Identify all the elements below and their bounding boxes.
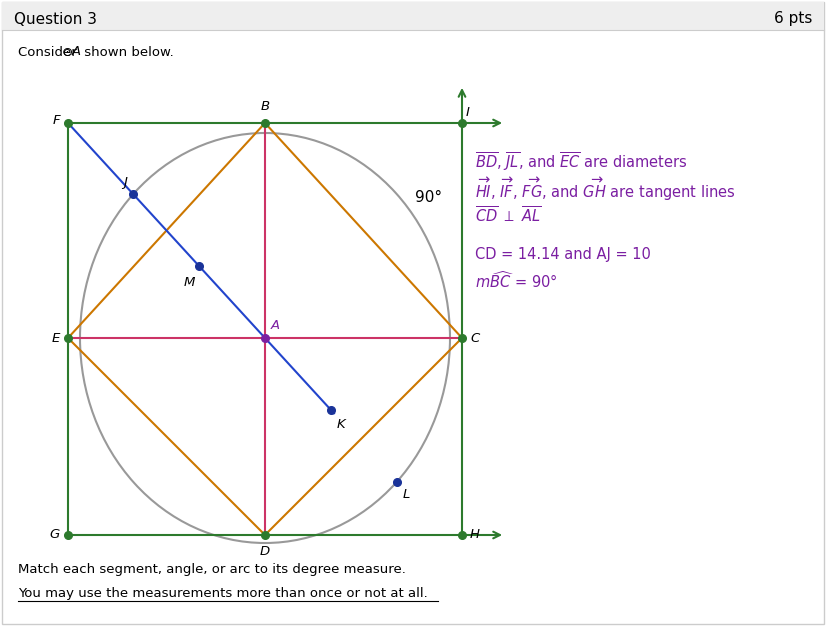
Text: Consider: Consider (18, 46, 81, 58)
Text: A: A (271, 319, 280, 332)
Text: 6 pts: 6 pts (774, 11, 812, 26)
Text: J: J (123, 176, 127, 189)
Text: Match each segment, angle, or arc to its degree measure.: Match each segment, angle, or arc to its… (18, 563, 406, 577)
Text: $m\widehat{BC}$ = 90°: $m\widehat{BC}$ = 90° (475, 270, 558, 292)
Text: D: D (260, 545, 270, 558)
Text: $\overrightarrow{HI}$, $\overrightarrow{IF}$, $\overrightarrow{FG}$, and $\overr: $\overrightarrow{HI}$, $\overrightarrow{… (475, 175, 736, 203)
Text: M: M (183, 276, 195, 289)
Text: You may use the measurements more than once or not at all.: You may use the measurements more than o… (18, 587, 428, 600)
Text: C: C (470, 332, 479, 344)
Text: Question 3: Question 3 (14, 11, 97, 26)
Text: shown below.: shown below. (80, 46, 173, 58)
Text: ⊙: ⊙ (62, 46, 74, 58)
Text: F: F (52, 115, 60, 128)
Bar (2, 2, 824, 30)
Text: $\overline{BD}$, $\overline{JL}$, and $\overline{EC}$ are diameters: $\overline{BD}$, $\overline{JL}$, and $\… (475, 150, 687, 173)
Text: $\overline{CD}$ $\perp$ $\overline{AL}$: $\overline{CD}$ $\perp$ $\overline{AL}$ (475, 206, 542, 226)
Text: K: K (337, 418, 345, 431)
Text: A: A (72, 45, 81, 58)
Text: I: I (466, 106, 470, 119)
Text: L: L (403, 488, 411, 501)
Text: G: G (50, 528, 60, 541)
Text: H: H (470, 528, 480, 541)
Text: 90°: 90° (415, 190, 442, 205)
Text: E: E (51, 332, 60, 344)
Text: B: B (260, 100, 269, 113)
Text: CD = 14.14 and AJ = 10: CD = 14.14 and AJ = 10 (475, 247, 651, 262)
